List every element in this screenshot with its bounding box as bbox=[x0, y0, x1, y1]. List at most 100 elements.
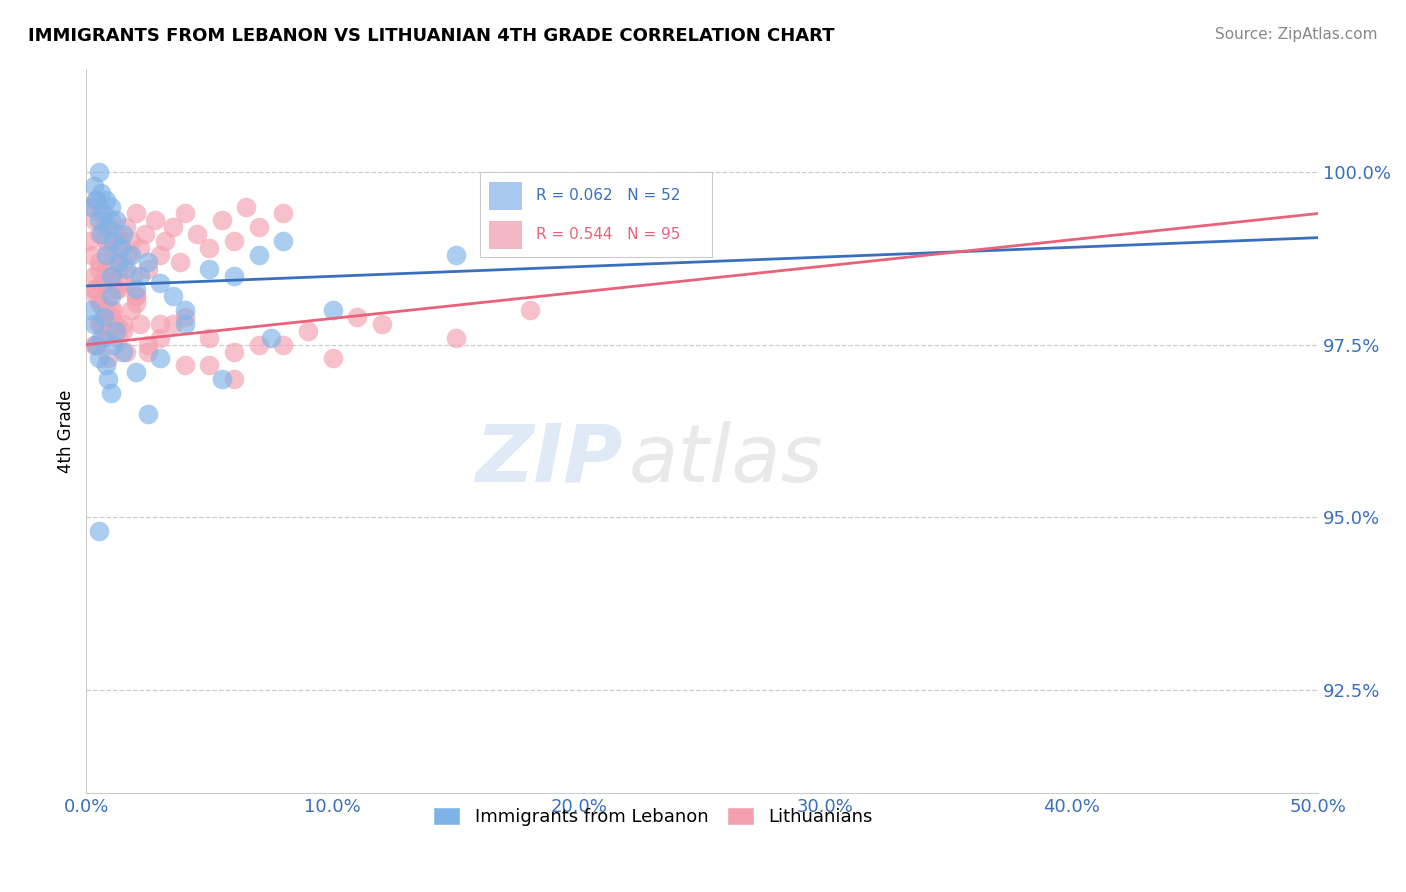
Point bbox=[94, 234, 117, 248]
Point bbox=[100, 289, 122, 303]
Point bbox=[100, 268, 122, 283]
Point bbox=[112, 324, 135, 338]
Point bbox=[444, 331, 467, 345]
Point bbox=[84, 193, 107, 207]
Point bbox=[112, 276, 135, 290]
Point bbox=[87, 255, 110, 269]
Point bbox=[83, 178, 105, 193]
Point bbox=[93, 276, 115, 290]
Point bbox=[136, 407, 159, 421]
Point bbox=[169, 255, 191, 269]
Point bbox=[100, 268, 122, 283]
Point bbox=[87, 317, 110, 331]
Point bbox=[371, 317, 394, 331]
Text: R = 0.062   N = 52: R = 0.062 N = 52 bbox=[536, 188, 681, 203]
Point bbox=[97, 289, 120, 303]
Point bbox=[247, 220, 270, 235]
Point bbox=[84, 282, 107, 296]
Point bbox=[87, 296, 110, 310]
Point bbox=[136, 261, 159, 276]
Point bbox=[97, 241, 120, 255]
Point bbox=[322, 351, 344, 366]
Point bbox=[273, 206, 295, 220]
Point bbox=[97, 351, 120, 366]
Point bbox=[211, 213, 233, 227]
Point bbox=[94, 261, 117, 276]
Point bbox=[94, 248, 117, 262]
Point bbox=[104, 317, 127, 331]
Point bbox=[224, 344, 246, 359]
Point bbox=[90, 331, 112, 345]
Point bbox=[149, 351, 172, 366]
Point bbox=[114, 220, 136, 235]
Point bbox=[173, 206, 195, 220]
Point bbox=[107, 261, 129, 276]
Point bbox=[124, 289, 146, 303]
Point bbox=[117, 248, 139, 262]
Point bbox=[173, 310, 195, 324]
Point bbox=[149, 248, 172, 262]
Point bbox=[107, 255, 129, 269]
Point bbox=[162, 220, 184, 235]
Point bbox=[97, 372, 120, 386]
Point bbox=[90, 317, 112, 331]
Point bbox=[211, 372, 233, 386]
Point bbox=[87, 524, 110, 538]
Point bbox=[136, 255, 159, 269]
Point bbox=[87, 213, 110, 227]
Point bbox=[444, 248, 467, 262]
Point bbox=[198, 261, 221, 276]
Point bbox=[224, 234, 246, 248]
Point bbox=[112, 227, 135, 242]
Point bbox=[87, 261, 110, 276]
Point bbox=[87, 227, 110, 242]
FancyBboxPatch shape bbox=[489, 221, 522, 249]
Point bbox=[80, 248, 103, 262]
Point bbox=[112, 255, 135, 269]
Point bbox=[124, 282, 146, 296]
Point bbox=[80, 200, 103, 214]
Point bbox=[224, 372, 246, 386]
Point bbox=[235, 200, 257, 214]
Point bbox=[93, 310, 115, 324]
Point bbox=[346, 310, 368, 324]
Point bbox=[104, 282, 127, 296]
Point bbox=[149, 331, 172, 345]
Point bbox=[136, 337, 159, 351]
Point bbox=[103, 248, 125, 262]
Point bbox=[198, 331, 221, 345]
Point bbox=[83, 213, 105, 227]
Point bbox=[83, 317, 105, 331]
Point bbox=[90, 276, 112, 290]
Point bbox=[149, 317, 172, 331]
Point bbox=[80, 200, 103, 214]
Point bbox=[129, 268, 152, 283]
Point bbox=[198, 241, 221, 255]
Point bbox=[90, 186, 112, 200]
Point bbox=[107, 282, 129, 296]
Point bbox=[100, 303, 122, 318]
Point bbox=[100, 213, 122, 227]
Point bbox=[322, 303, 344, 318]
Text: ZIP: ZIP bbox=[475, 421, 621, 499]
Point bbox=[120, 303, 142, 318]
Point bbox=[94, 359, 117, 373]
Point bbox=[104, 227, 127, 242]
Point bbox=[124, 296, 146, 310]
Point bbox=[224, 268, 246, 283]
Point bbox=[93, 331, 115, 345]
Point bbox=[124, 365, 146, 379]
Point bbox=[100, 200, 122, 214]
Point bbox=[273, 337, 295, 351]
Point bbox=[90, 227, 112, 242]
Point bbox=[103, 234, 125, 248]
Point bbox=[90, 206, 112, 220]
Point bbox=[94, 303, 117, 318]
Point bbox=[112, 344, 135, 359]
Point bbox=[103, 268, 125, 283]
Text: Source: ZipAtlas.com: Source: ZipAtlas.com bbox=[1215, 27, 1378, 42]
Point bbox=[84, 337, 107, 351]
Point bbox=[149, 276, 172, 290]
Point bbox=[519, 303, 541, 318]
Point bbox=[90, 296, 112, 310]
